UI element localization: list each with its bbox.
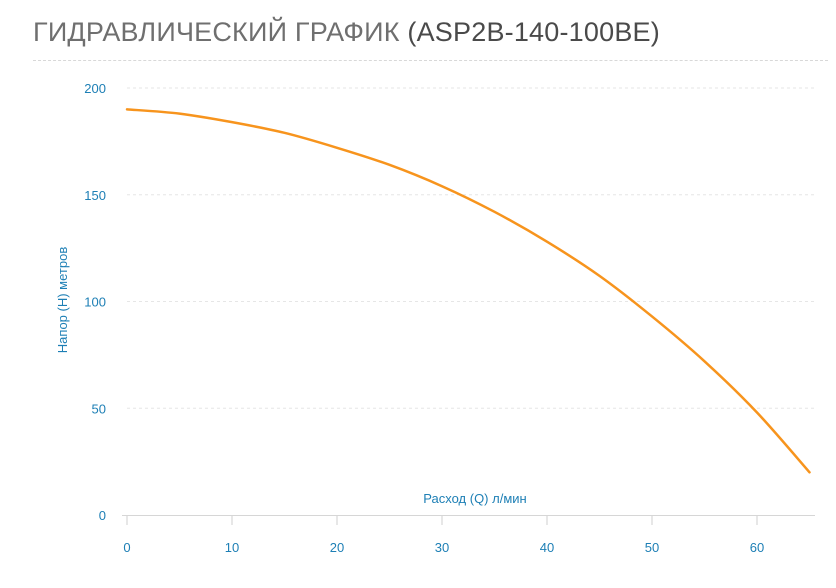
grid-lines bbox=[127, 87, 815, 409]
title-divider bbox=[33, 60, 828, 61]
x-axis-label: Расход (Q) л/мин bbox=[423, 491, 526, 506]
y-tick-label: 200 bbox=[84, 81, 106, 96]
chart-title-main: ГИДРАВЛИЧЕСКИЙ ГРАФИК bbox=[33, 17, 400, 47]
chart-title: ГИДРАВЛИЧЕСКИЙ ГРАФИК (ASP2B-140-100BE) bbox=[33, 14, 660, 50]
y-axis-label: Напор (H) метров bbox=[55, 247, 70, 354]
y-tick-label: 0 bbox=[99, 508, 106, 523]
x-tick-label: 30 bbox=[435, 540, 449, 555]
x-tick-label: 40 bbox=[540, 540, 554, 555]
x-tick-label: 60 bbox=[750, 540, 764, 555]
x-tick-label: 50 bbox=[645, 540, 659, 555]
y-tick-label: 150 bbox=[84, 188, 106, 203]
y-tick-label: 50 bbox=[92, 401, 106, 416]
series-group bbox=[125, 108, 811, 474]
x-axis-ticks: 0 10 20 30 40 50 60 bbox=[123, 515, 764, 555]
x-tick-label: 0 bbox=[123, 540, 130, 555]
x-tick-label: 10 bbox=[225, 540, 239, 555]
y-axis-ticks: 0 50 100 150 200 bbox=[84, 81, 106, 523]
series-line bbox=[125, 108, 811, 474]
x-tick-label: 20 bbox=[330, 540, 344, 555]
y-tick-label: 100 bbox=[84, 295, 106, 310]
chart-title-model: (ASP2B-140-100BE) bbox=[407, 17, 660, 47]
